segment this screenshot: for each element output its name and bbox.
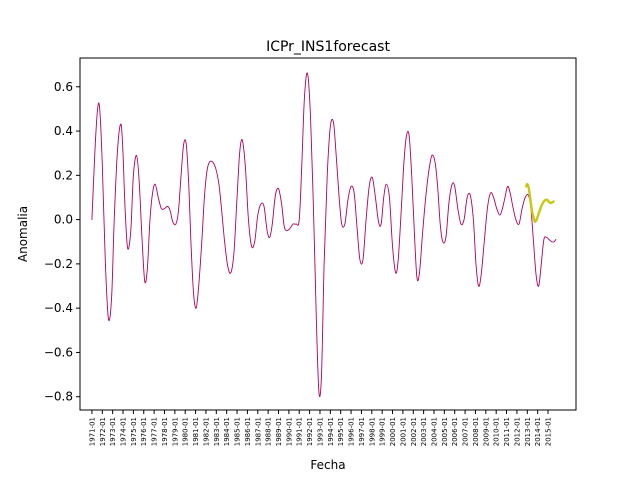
x-tick-label: 2000-01 [389,417,397,446]
x-tick-label: 1977-01 [151,417,159,446]
x-tick-label: 1978-01 [161,417,169,446]
x-tick-label: 1986-01 [244,417,252,446]
x-tick-label: 1997-01 [358,417,366,446]
y-tick-label: 0.2 [54,168,73,182]
series-line-forecast [525,182,555,224]
x-tick-label: 1988-01 [265,417,273,446]
x-tick-label: 1987-01 [254,417,262,446]
x-tick-label: 2014-01 [534,417,542,446]
y-tick-label: 0.0 [54,213,73,227]
x-axis-label: Fecha [310,458,345,472]
series-line-observed [91,72,557,397]
x-tick-label: 2013-01 [524,417,532,446]
x-tick-label: 1999-01 [379,417,387,446]
x-tick-label: 1995-01 [337,417,345,446]
x-tick-label: 1982-01 [202,417,210,446]
y-tick-label: −0.8 [44,390,73,404]
y-tick-label: −0.6 [44,345,73,359]
x-tick-label: 1990-01 [285,417,293,446]
x-tick-label: 1975-01 [130,417,138,446]
x-axis-ticks: 1971-01 1972-01 1973-01 1974-01 1975-01 1976-… [88,410,553,446]
series-group [91,72,557,397]
x-tick-label: 1996-01 [348,417,356,446]
x-tick-label: 1971-01 [88,417,96,446]
x-tick-label: 1992-01 [306,417,314,446]
x-tick-label: 2012-01 [513,417,521,446]
x-tick-label: 2010-01 [493,417,501,446]
x-tick-label: 1989-01 [275,417,283,446]
x-tick-label: 1998-01 [368,417,376,446]
x-tick-label: 1973-01 [109,417,117,446]
y-axis-label: Anomalia [16,206,30,262]
x-tick-label: 2005-01 [441,417,449,446]
y-tick-label: 0.6 [54,80,73,94]
x-tick-label: 1972-01 [99,417,107,446]
x-tick-label: 1979-01 [171,417,179,446]
x-tick-label: 1985-01 [234,417,242,446]
x-tick-label: 2006-01 [451,417,459,446]
plot-frame [79,57,577,411]
x-tick-label: 2011-01 [503,417,511,446]
x-tick-label: 1983-01 [213,417,221,446]
x-tick-label: 1980-01 [182,417,190,446]
y-tick-label: −0.4 [44,301,73,315]
x-tick-label: 2004-01 [430,417,438,446]
x-tick-label: 2007-01 [462,417,470,446]
x-tick-label: 1991-01 [296,417,304,446]
x-tick-label: 2002-01 [410,417,418,446]
chart-title: ICPr_INS1forecast [266,39,390,55]
x-tick-label: 1981-01 [192,417,200,446]
x-tick-label: 2009-01 [482,417,490,446]
x-tick-label: 1984-01 [223,417,231,446]
x-tick-label: 1994-01 [327,417,335,446]
x-tick-label: 1993-01 [316,417,324,446]
y-axis-ticks: −0.8 −0.6 −0.4 −0.2 0.0 0.2 0.4 0.6 [44,80,80,404]
y-tick-label: 0.4 [54,124,73,138]
y-tick-label: −0.2 [44,257,73,271]
x-tick-label: 2003-01 [420,417,428,446]
x-tick-label: 1976-01 [140,417,148,446]
x-tick-label: 2001-01 [399,417,407,446]
x-tick-label: 1974-01 [120,417,128,446]
x-tick-label: 2015-01 [545,417,553,446]
x-tick-label: 2008-01 [472,417,480,446]
